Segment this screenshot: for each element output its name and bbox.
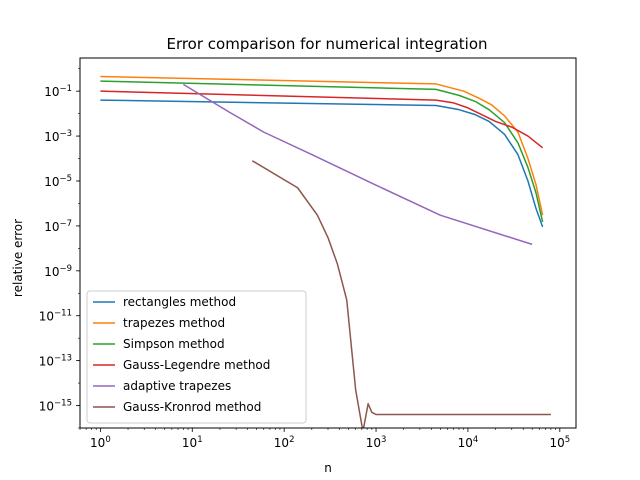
series-line-simpson-method: [100, 80, 544, 223]
legend-item: Simpson method: [93, 337, 225, 351]
x-tick-label: 104: [458, 435, 479, 450]
legend-box: [86, 290, 307, 424]
x-tick-label: 100: [90, 435, 111, 450]
chart-title: Error comparison for numerical integrati…: [166, 35, 487, 53]
legend-label: Gauss-Kronrod method: [123, 400, 261, 414]
x-axis-label: n: [324, 461, 332, 475]
y-tick-label: 10−15: [39, 399, 72, 414]
series-line-adaptive-trapezes: [182, 83, 533, 246]
legend-item: Gauss-Legendre method: [93, 358, 270, 372]
plot-area: [100, 75, 551, 428]
legend-label: Gauss-Legendre method: [123, 358, 270, 372]
legend-item: rectangles method: [93, 295, 236, 309]
legend-item: Gauss-Kronrod method: [93, 400, 261, 414]
legend-label: adaptive trapezes: [123, 379, 231, 393]
y-tick-label: 10−9: [44, 264, 72, 279]
series-line-gauss-legendre-method: [100, 90, 544, 149]
legend-label: rectangles method: [123, 295, 236, 309]
legend-label: Simpson method: [123, 337, 225, 351]
series-line-gauss-kronrod-method: [251, 160, 551, 428]
x-tick-label: 105: [549, 435, 570, 450]
x-tick-label: 103: [366, 435, 387, 450]
y-tick-label: 10−1: [44, 84, 72, 99]
legend-label: trapezes method: [123, 316, 225, 330]
x-tick-label: 101: [182, 435, 203, 450]
legend-item: trapezes method: [93, 316, 225, 330]
legend-item: adaptive trapezes: [93, 379, 231, 393]
legend: rectangles method trapezes method Simpson …: [86, 290, 307, 424]
y-tick-label: 10−13: [39, 354, 72, 369]
series-line-rectangles-method: [100, 99, 544, 228]
y-tick-label: 10−11: [39, 309, 72, 324]
y-tick-label: 10−7: [44, 219, 72, 234]
series-line-trapezes-method: [100, 75, 544, 216]
series-lines: [100, 75, 551, 428]
y-axis-label: relative error: [11, 219, 25, 297]
y-tick-label: 10−3: [44, 129, 72, 144]
y-tick-label: 10−5: [44, 174, 72, 189]
x-tick-label: 102: [274, 435, 295, 450]
